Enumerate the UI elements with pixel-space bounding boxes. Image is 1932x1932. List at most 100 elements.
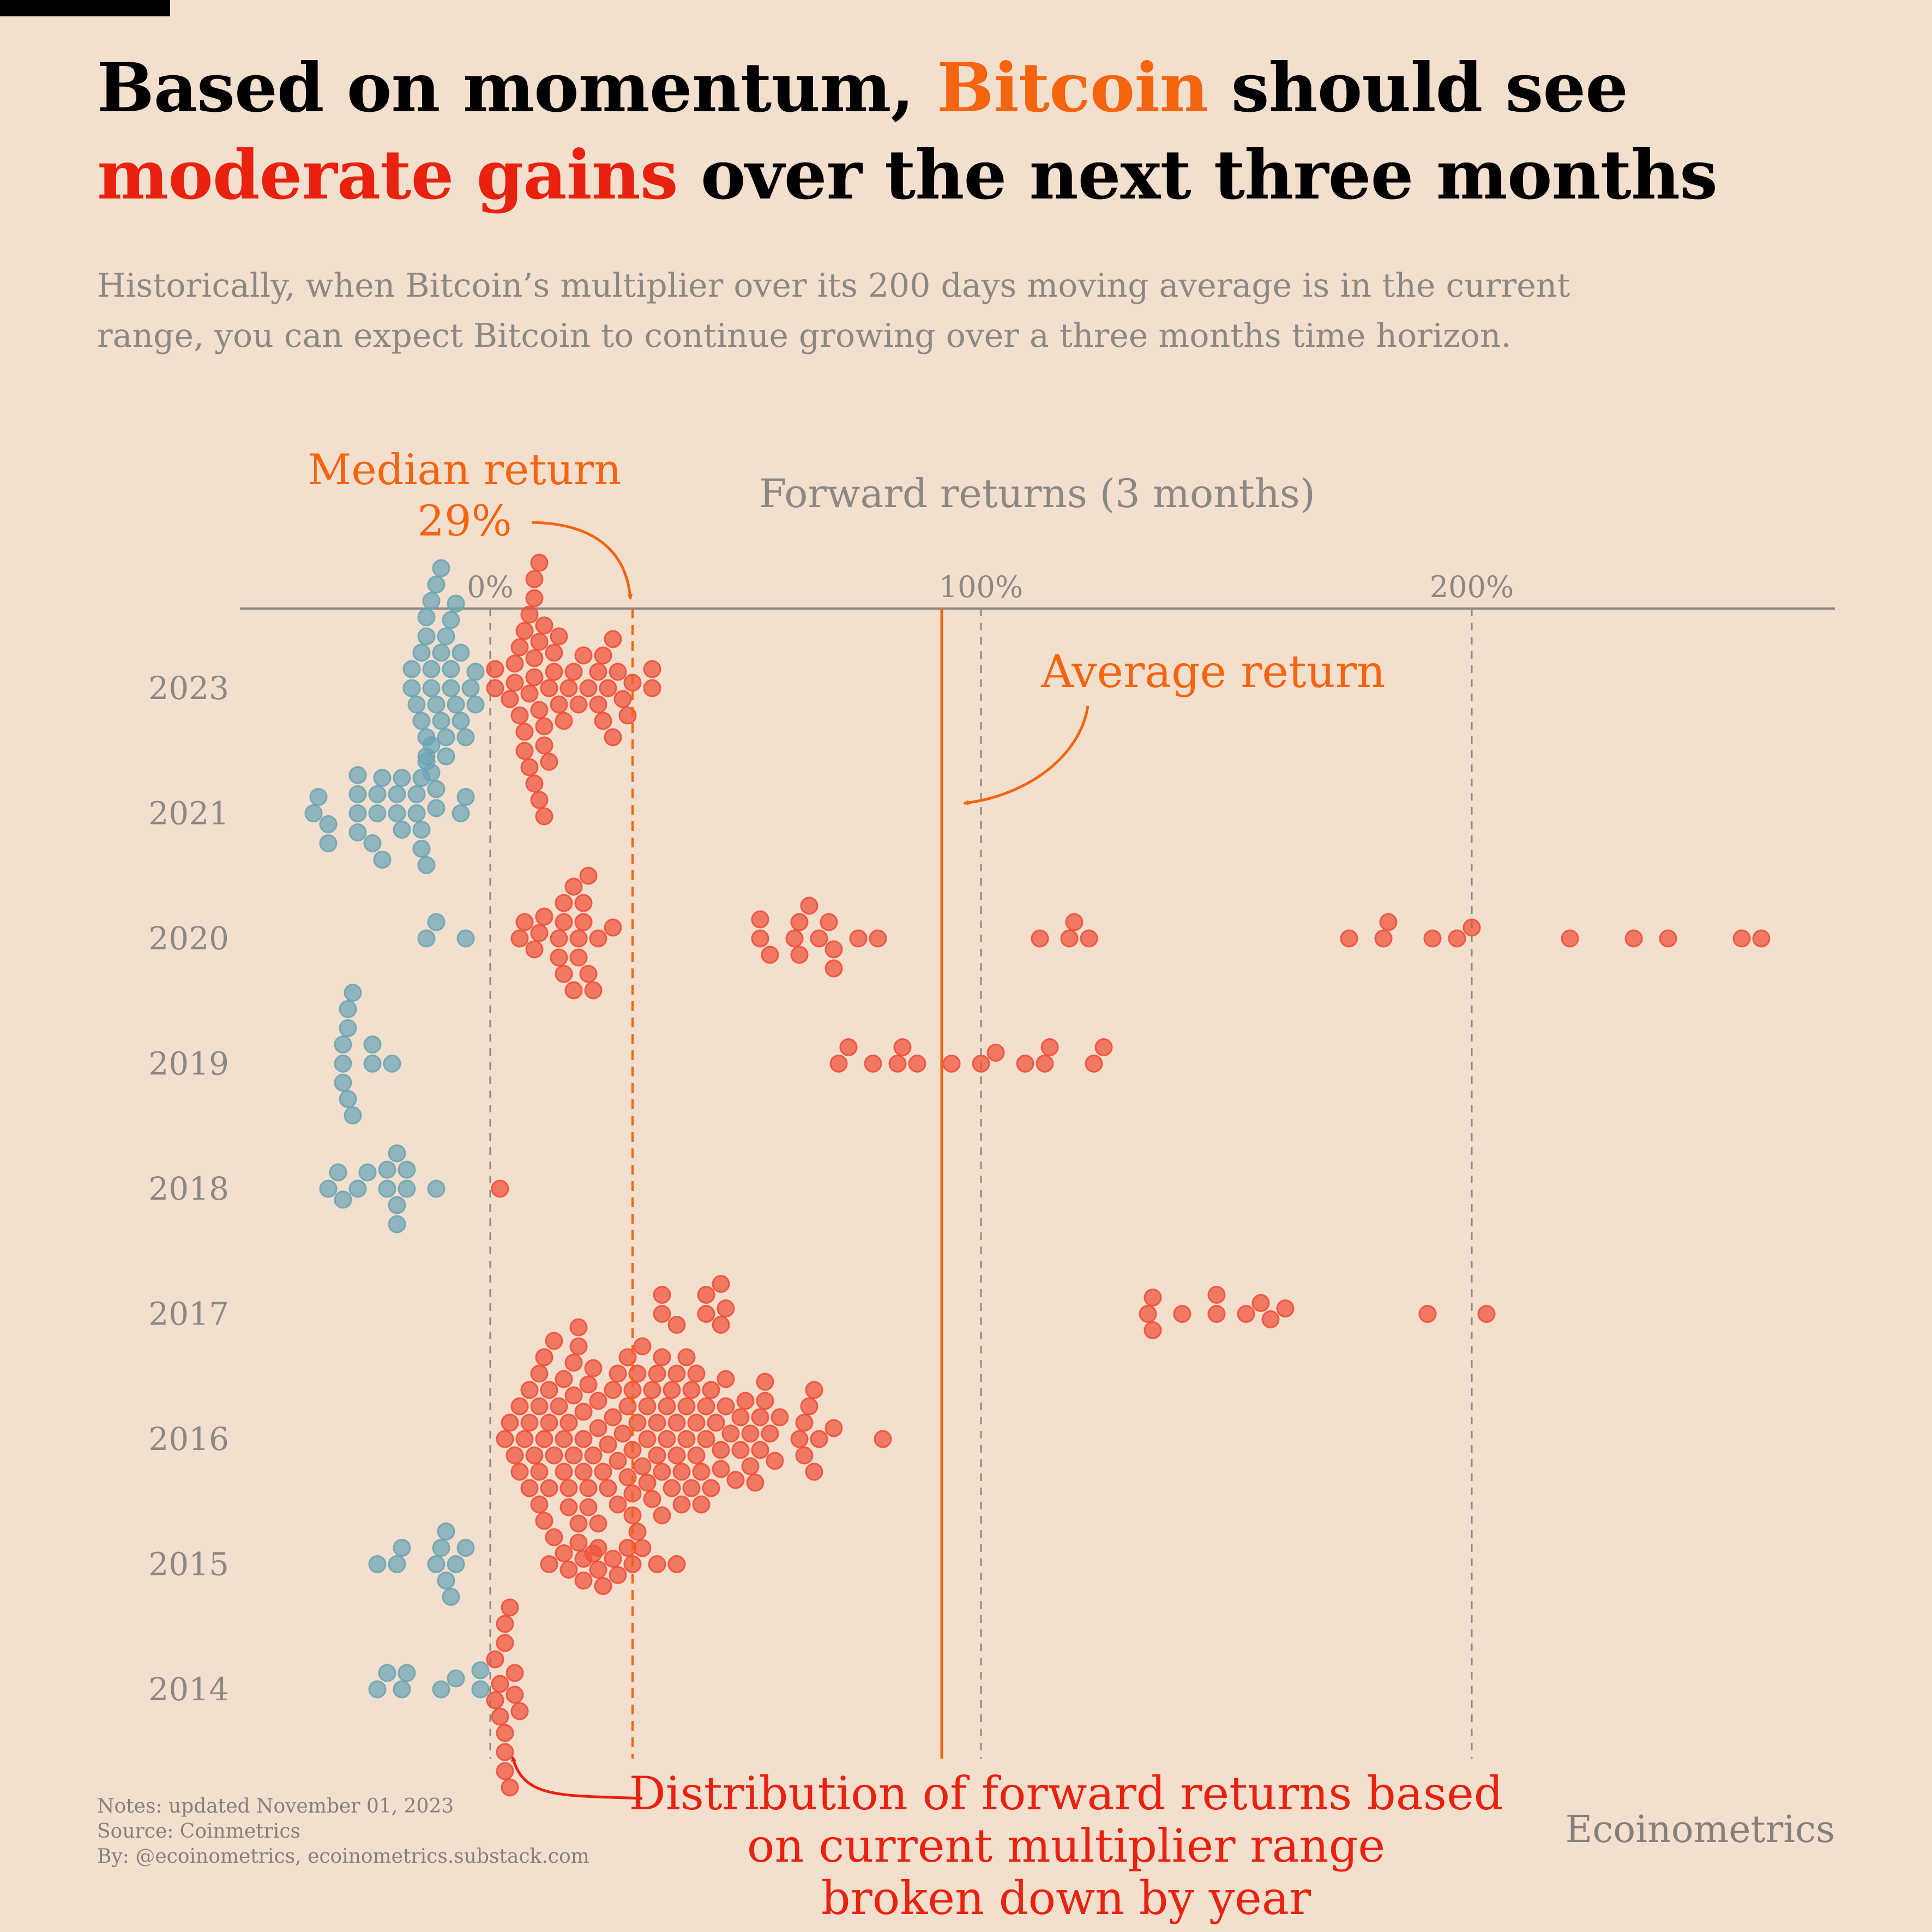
data-point-2017 [1477, 1305, 1496, 1323]
data-point-2023 [447, 594, 465, 613]
data-point-2023 [609, 663, 627, 681]
data-point-2014 [491, 1707, 509, 1726]
data-point-2015 [427, 1555, 446, 1573]
data-point-2014 [505, 1664, 524, 1682]
data-point-2016 [726, 1471, 745, 1489]
data-point-2019 [942, 1055, 961, 1073]
data-point-2020 [579, 866, 598, 885]
data-point-2016 [579, 1479, 598, 1497]
data-point-2023 [540, 753, 558, 771]
data-point-2023 [442, 611, 460, 629]
chart-title: Based on momentum, Bitcoin should see mod… [97, 45, 1842, 219]
data-point-2023 [535, 736, 553, 755]
data-point-2016 [496, 1430, 514, 1448]
data-point-2015 [609, 1566, 627, 1584]
data-point-2023 [525, 570, 544, 588]
data-point-2016 [672, 1462, 691, 1481]
data-point-2020 [515, 913, 534, 931]
data-point-2017 [653, 1305, 671, 1323]
data-point-2016 [761, 1424, 779, 1443]
y-axis-labels: 2023 2021 2020 2019 2018 2017 2016 2015 2014 [148, 670, 229, 1708]
data-point-2016 [697, 1430, 715, 1448]
data-point-2018 [358, 1163, 377, 1182]
data-point-2015 [589, 1539, 607, 1557]
data-point-2017 [1261, 1310, 1280, 1328]
data-point-2016 [702, 1381, 720, 1399]
byline-text: By: @ecoinometrics, ecoinometrics.substa… [97, 1845, 589, 1868]
data-point-2023 [452, 643, 470, 662]
data-point-2021 [363, 834, 382, 852]
data-point-2014 [491, 1675, 509, 1693]
data-point-2015 [447, 1555, 465, 1573]
data-point-2016 [692, 1462, 711, 1481]
data-point-2019 [334, 1055, 352, 1073]
data-point-2016 [599, 1435, 617, 1454]
data-point-2020 [1448, 929, 1466, 948]
data-point-2014 [505, 1686, 524, 1704]
data-point-2021 [407, 804, 426, 822]
data-point-2023 [486, 660, 504, 678]
data-point-2023 [412, 712, 431, 730]
data-point-2016 [672, 1495, 691, 1514]
y-tick-label-2023: 2023 [148, 670, 229, 707]
data-point-2023 [604, 630, 622, 648]
data-point-2016 [756, 1373, 774, 1391]
data-point-2016 [648, 1413, 666, 1432]
data-point-2016 [648, 1446, 666, 1465]
data-point-2016 [535, 1512, 553, 1530]
data-point-2015 [540, 1555, 558, 1573]
data-point-2019 [908, 1055, 926, 1073]
data-point-2016 [717, 1370, 735, 1388]
median-return-value: 29% [417, 497, 511, 546]
data-point-2017 [1251, 1294, 1270, 1312]
data-point-2023 [555, 712, 573, 730]
data-point-2015 [555, 1544, 573, 1562]
data-point-2017 [1276, 1299, 1295, 1317]
data-point-2020 [564, 981, 583, 1000]
y-tick-label-2019: 2019 [148, 1045, 229, 1082]
data-point-2016 [712, 1441, 730, 1459]
data-point-2019 [1036, 1055, 1054, 1073]
distribution-arrow [511, 1756, 643, 1800]
data-point-2016 [667, 1446, 686, 1465]
data-point-2017 [1207, 1305, 1226, 1323]
data-point-2023 [535, 717, 553, 736]
data-point-2018 [398, 1179, 416, 1198]
data-point-2016 [574, 1403, 593, 1421]
data-point-2016 [525, 1446, 544, 1465]
data-point-2015 [393, 1539, 411, 1557]
data-point-2016 [721, 1424, 740, 1443]
data-point-2016 [559, 1413, 578, 1432]
average-return-label: Average return [1040, 646, 1385, 698]
data-point-2023 [452, 712, 470, 730]
data-point-2017 [1139, 1305, 1157, 1323]
data-point-2016 [579, 1375, 598, 1394]
data-point-2021 [373, 769, 392, 787]
data-point-2023 [447, 695, 465, 714]
data-point-2017 [1173, 1305, 1191, 1323]
data-point-2020 [790, 913, 809, 931]
top-accent-bar [0, 0, 170, 16]
data-point-2020 [810, 929, 828, 948]
median-arrow [531, 521, 633, 600]
data-point-2016 [731, 1441, 750, 1459]
data-point-2023 [437, 747, 455, 766]
data-point-2020 [1060, 929, 1079, 948]
data-point-2015 [437, 1522, 455, 1540]
data-point-2016 [530, 1462, 549, 1481]
data-point-2019 [334, 1036, 352, 1054]
data-point-2023 [545, 663, 563, 681]
data-point-2023 [510, 706, 529, 725]
data-point-2017 [712, 1316, 730, 1334]
data-point-2016 [540, 1381, 558, 1399]
data-point-2016 [663, 1381, 681, 1399]
data-point-2016 [510, 1397, 529, 1416]
data-point-2023 [594, 712, 612, 730]
data-point-2016 [564, 1446, 583, 1465]
data-point-2016 [550, 1397, 568, 1416]
data-point-2017 [1418, 1305, 1437, 1323]
data-point-2023 [456, 728, 475, 747]
data-point-2014 [496, 1762, 514, 1780]
data-point-2016 [682, 1381, 701, 1399]
data-point-2016 [535, 1348, 553, 1367]
